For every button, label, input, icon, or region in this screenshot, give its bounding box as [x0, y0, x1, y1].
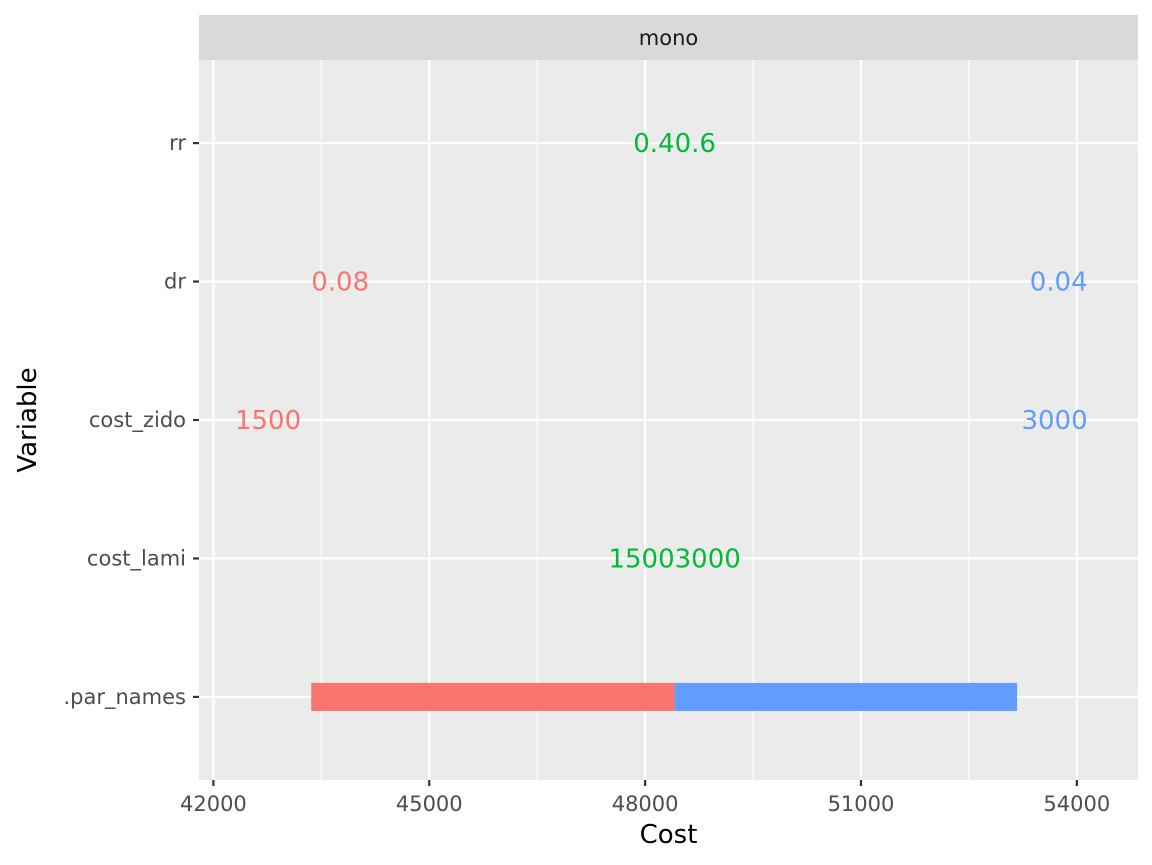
bar-segments [311, 682, 1018, 711]
data-label: 15003000 [608, 544, 740, 574]
y-axis: .par_names cost_lami cost_zido dr rr [63, 131, 199, 710]
y-tick-label: cost_zido [89, 408, 186, 433]
major-gridlines [199, 60, 1138, 780]
data-label: 3000 [1021, 406, 1087, 436]
bar-segment [674, 682, 1018, 711]
data-label: 0.08 [311, 268, 369, 298]
bar-segment [311, 682, 675, 711]
x-axis: 42000 45000 48000 51000 54000 [180, 780, 1110, 816]
y-axis-title: Variable [13, 367, 43, 472]
y-tick-label: .par_names [63, 685, 186, 710]
y-tick-label: cost_lami [87, 546, 186, 571]
data-label: 0.40.6 [633, 129, 716, 159]
data-label: 0.04 [1030, 268, 1088, 298]
x-tick-label: 42000 [180, 792, 247, 816]
x-tick-label: 54000 [1043, 792, 1110, 816]
x-tick-label: 51000 [828, 792, 895, 816]
facet-strip-label: mono [639, 26, 698, 50]
y-tick-label: rr [169, 131, 186, 155]
x-tick-label: 45000 [396, 792, 463, 816]
x-tick-label: 48000 [612, 792, 679, 816]
x-axis-title: Cost [640, 820, 698, 850]
data-label: 1500 [235, 406, 301, 436]
y-tick-label: dr [164, 270, 186, 294]
facet-strip [199, 15, 1138, 60]
